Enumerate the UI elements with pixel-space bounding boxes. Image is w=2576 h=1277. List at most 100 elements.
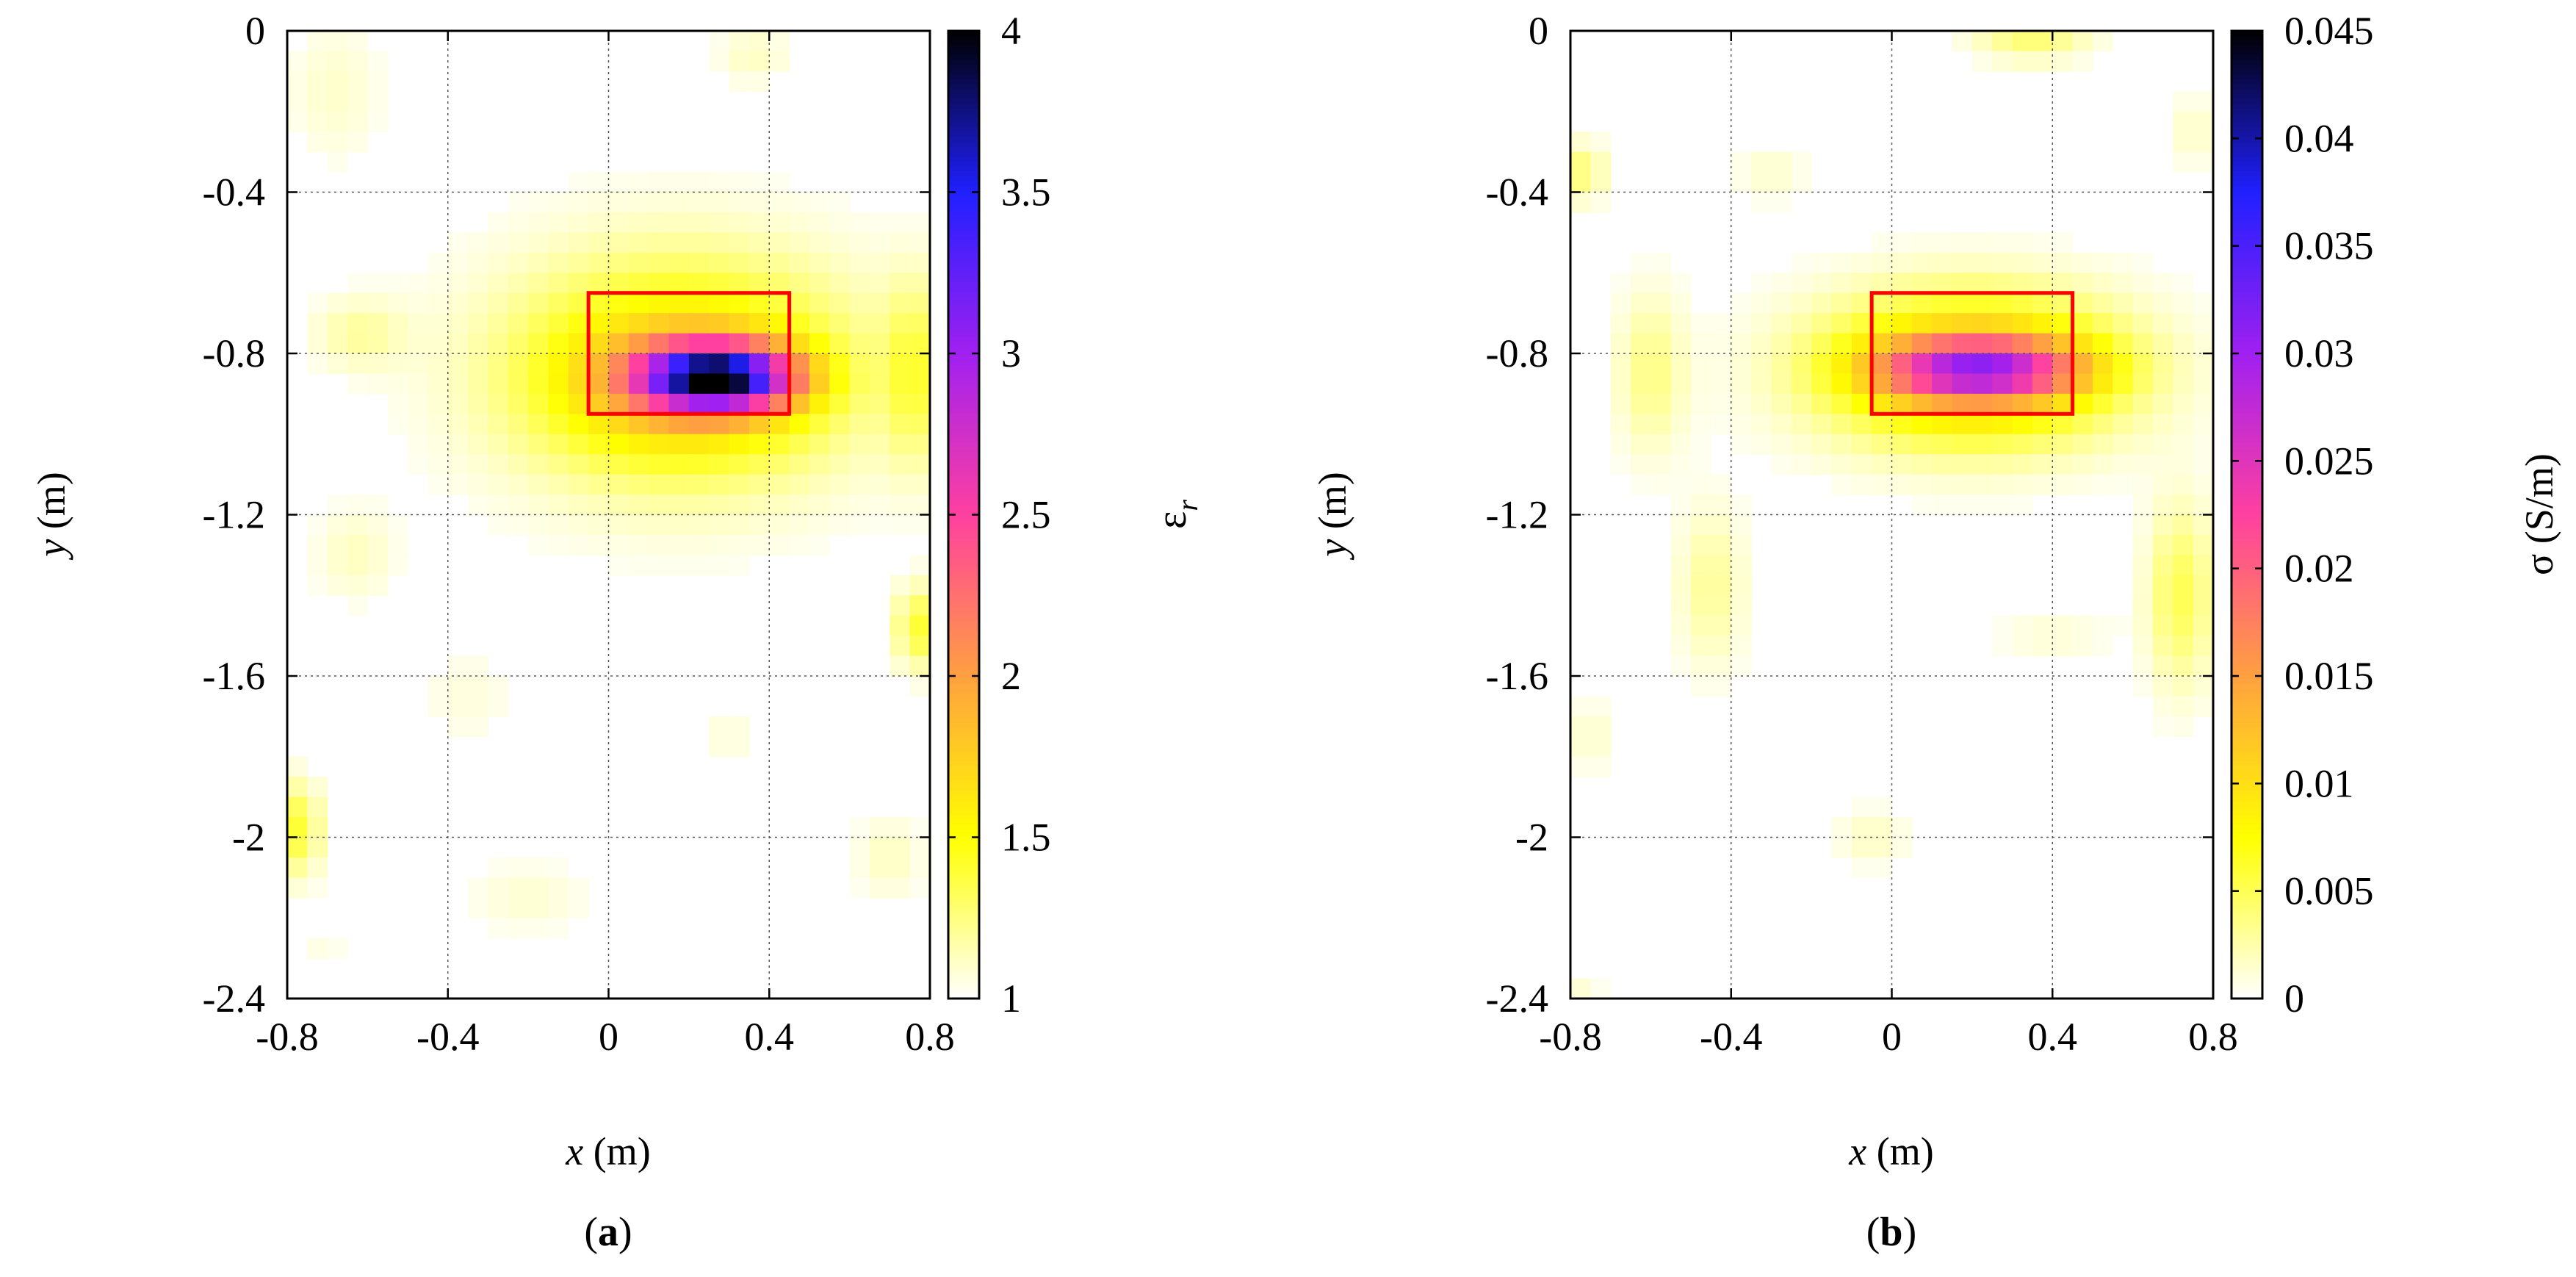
colorbar-swatch	[948, 683, 979, 690]
heatmap-cell	[809, 414, 831, 435]
colorbar-swatch	[2232, 611, 2262, 617]
heatmap-cell	[2072, 434, 2093, 455]
heatmap-cell	[1670, 655, 1692, 677]
heatmap-cell	[528, 373, 549, 395]
heatmap-cell	[1751, 151, 1772, 173]
colorbar-swatch	[2232, 40, 2262, 46]
heatmap-cell	[649, 273, 670, 294]
colorbar-swatch	[2232, 650, 2262, 656]
heatmap-cell	[2152, 273, 2174, 294]
heatmap-cell	[508, 857, 529, 879]
heatmap-cell	[307, 132, 328, 153]
heatmap-cell	[1711, 313, 1732, 334]
heatmap-cell	[1971, 273, 1994, 294]
heatmap-cell	[1872, 232, 1893, 253]
colorbar-swatch	[2232, 292, 2262, 298]
heatmap-cell	[508, 918, 529, 939]
heatmap-cell	[2072, 273, 2093, 294]
colorbar-swatch	[2232, 461, 2262, 467]
heatmap-cell	[829, 333, 851, 354]
heatmap-cell	[508, 292, 529, 314]
heatmap-cell	[2052, 434, 2074, 455]
heatmap-cell	[829, 414, 851, 435]
heatmap-cell	[1590, 132, 1612, 153]
colorbar-swatch	[948, 132, 979, 138]
heatmap-cell	[709, 333, 730, 354]
colorbar-swatch	[948, 229, 979, 235]
colorbar-swatch	[2232, 868, 2262, 874]
heatmap-cell	[1831, 373, 1852, 395]
heatmap-cell	[568, 414, 589, 435]
heatmap-cell	[1731, 595, 1752, 616]
heatmap-cell	[387, 273, 408, 294]
colorbar-swatch	[948, 340, 979, 346]
heatmap-cell	[367, 111, 389, 132]
heatmap-cell	[468, 716, 489, 738]
colorbar-swatch	[2232, 621, 2262, 627]
colorbar-swatch	[2232, 872, 2262, 879]
heatmap-cell	[1691, 373, 1712, 395]
colorbar-swatch	[948, 882, 979, 888]
colorbar-swatch	[2232, 297, 2262, 303]
heatmap-cell	[649, 514, 670, 536]
heatmap-cell	[668, 373, 690, 395]
heatmap-cell	[367, 373, 389, 395]
heatmap-cell	[488, 393, 509, 415]
heatmap-cell	[2193, 595, 2213, 616]
heatmap-cell	[488, 696, 509, 717]
heatmap-cell	[729, 292, 750, 314]
colorbar-swatch	[2232, 529, 2262, 535]
colorbar-swatch	[948, 408, 979, 414]
heatmap-cell	[2132, 313, 2154, 334]
heatmap-cell	[2052, 333, 2074, 354]
colorbar-swatch	[948, 69, 979, 76]
heatmap-cell	[1631, 333, 1652, 354]
heatmap-cell	[1610, 273, 1631, 294]
heatmap-cell	[1992, 414, 2013, 435]
heatmap-cell	[508, 897, 529, 919]
colorbar-swatch	[948, 335, 979, 342]
colorbar-swatch	[2232, 602, 2262, 608]
heatmap-cell	[809, 494, 831, 516]
heatmap-cell	[488, 212, 509, 234]
x-tick-label: 0.4	[745, 1015, 795, 1059]
heatmap-cell	[869, 434, 891, 455]
heatmap-cell	[1751, 434, 1772, 455]
heatmap-cell	[588, 172, 610, 193]
heatmap-cell	[1851, 292, 1872, 314]
colorbar-swatch	[2232, 810, 2262, 816]
heatmap-cell	[688, 474, 710, 495]
heatmap-cell	[1711, 636, 1732, 657]
colorbar-swatch	[2232, 185, 2262, 192]
colorbar-swatch	[2232, 442, 2262, 448]
heatmap-cell	[1791, 151, 1812, 173]
colorbar-swatch	[948, 248, 979, 254]
heatmap-cell	[608, 273, 629, 294]
colorbar-swatch	[2232, 896, 2262, 903]
colorbar-swatch	[2232, 630, 2262, 636]
heatmap-cell	[2132, 434, 2154, 455]
heatmap-cell	[508, 414, 529, 435]
heatmap-cell	[789, 414, 810, 435]
heatmap-cell	[909, 555, 930, 576]
heatmap-cell	[709, 172, 730, 193]
heatmap-cell	[748, 172, 771, 193]
colorbar-swatch	[2232, 664, 2262, 671]
colorbar-swatch	[2232, 838, 2262, 845]
heatmap-cell	[649, 212, 670, 234]
heatmap-cell	[1670, 474, 1692, 495]
heatmap-cell	[709, 212, 730, 234]
heatmap-cell	[548, 514, 569, 536]
heatmap-cell	[1831, 313, 1852, 334]
heatmap-cell	[709, 51, 730, 72]
heatmap-cell	[809, 333, 831, 354]
heatmap-cell	[488, 252, 509, 274]
heatmap-cell	[789, 494, 810, 516]
heatmap-cell	[1811, 414, 1833, 435]
colorbar-swatch	[948, 930, 979, 937]
heatmap-cell	[729, 534, 750, 556]
heatmap-cell	[367, 534, 389, 556]
heatmap-cell	[588, 292, 610, 314]
colorbar-swatch	[2232, 882, 2262, 888]
heatmap-cell	[628, 172, 649, 193]
